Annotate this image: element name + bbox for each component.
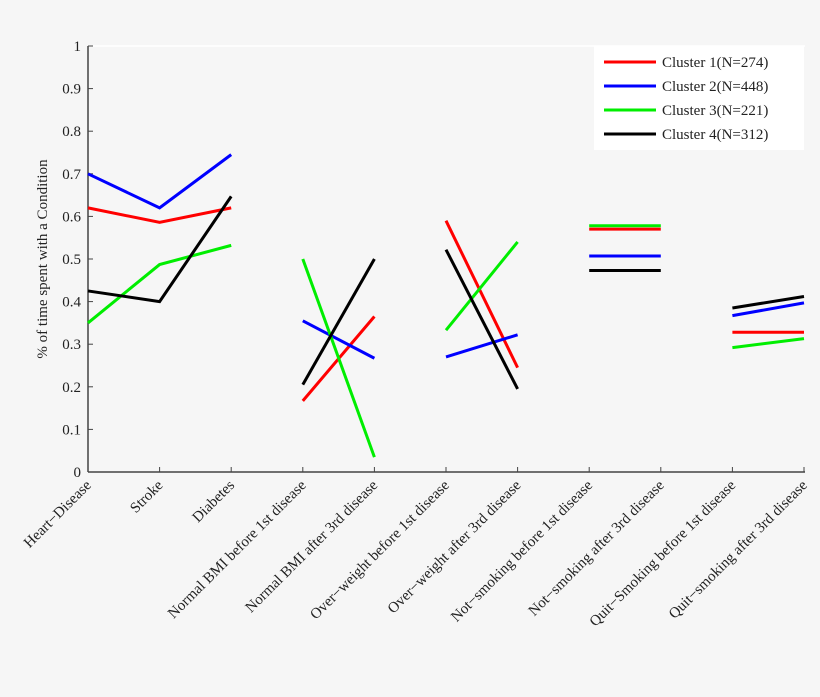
legend-label: Cluster 1(N=274) bbox=[662, 55, 768, 71]
series-2-line bbox=[87, 153, 233, 210]
y-tick-label: 0.3 bbox=[62, 337, 81, 353]
series-lines bbox=[87, 153, 805, 458]
x-tick-label: Stroke bbox=[127, 477, 166, 516]
series-1-line bbox=[87, 206, 232, 224]
series-2-line bbox=[302, 319, 376, 360]
x-tick-label: Over−weight before 1st disease bbox=[307, 477, 453, 623]
series-2-line bbox=[732, 301, 805, 318]
series-2-line bbox=[445, 333, 519, 359]
x-tick-label: Diabetes bbox=[190, 477, 239, 526]
y-tick-label: 0.9 bbox=[62, 82, 81, 98]
x-tick-label: Quit−smoking after 3rd disease bbox=[666, 477, 811, 622]
x-tick-label: Quit−Smoking before 1st disease bbox=[587, 477, 740, 630]
y-tick-label: 0.5 bbox=[62, 252, 81, 268]
y-tick-label: 0.6 bbox=[62, 209, 81, 225]
series-3-line bbox=[444, 241, 519, 332]
series-3-line bbox=[301, 258, 376, 458]
y-tick-label: 0.7 bbox=[62, 167, 81, 183]
series-4-line bbox=[87, 195, 233, 304]
y-axis-label: % of time spent with a Condition bbox=[35, 159, 51, 359]
x-tick-label: Heart−Disease bbox=[21, 477, 95, 551]
x-tick-label: Not−smoking before 1st disease bbox=[448, 477, 596, 625]
legend-label: Cluster 4(N=312) bbox=[662, 127, 768, 143]
series-4-line bbox=[732, 295, 805, 310]
legend-label: Cluster 3(N=221) bbox=[662, 103, 768, 119]
series-3-line bbox=[87, 243, 232, 325]
y-axis: 0 0.1 0.2 0.3 0.4 0.5 0.6 0.7 0.8 0.9 1 bbox=[62, 39, 93, 481]
y-tick-label: 0.8 bbox=[62, 124, 81, 140]
x-tick-label: Normal BMI before 1st disease bbox=[165, 477, 310, 622]
y-tick-label: 0 bbox=[74, 465, 82, 481]
series-4-line bbox=[301, 258, 376, 386]
legend-label: Cluster 2(N=448) bbox=[662, 79, 768, 95]
x-tick-label: Not−smoking after 3rd disease bbox=[526, 477, 668, 619]
y-tick-label: 0.1 bbox=[62, 422, 81, 438]
y-tick-label: 0.4 bbox=[62, 295, 81, 311]
series-3-line bbox=[732, 337, 805, 350]
legend: Cluster 1(N=274) Cluster 2(N=448) Cluster … bbox=[594, 46, 804, 150]
x-tick-label: Over−weight after 3rd disease bbox=[385, 477, 525, 617]
series-4-line bbox=[444, 248, 519, 390]
series-1-line bbox=[444, 220, 519, 369]
x-tick-label: Normal BMI after 3rd disease bbox=[243, 477, 382, 616]
y-tick-label: 1 bbox=[74, 39, 82, 55]
y-tick-label: 0.2 bbox=[62, 380, 81, 396]
